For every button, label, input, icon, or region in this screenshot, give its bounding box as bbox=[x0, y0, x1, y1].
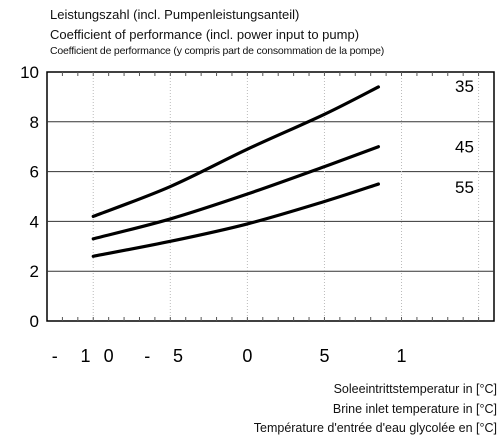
y-tick-label: 2 bbox=[30, 262, 39, 281]
series-line-35 bbox=[91, 85, 380, 219]
x-axis-label-en: Brine inlet temperature in [°C] bbox=[332, 402, 497, 416]
x-tick-label: - bbox=[144, 346, 150, 366]
x-tick-label: 0 bbox=[242, 346, 252, 366]
x-axis-label-de: Soleeintrittstemperatur in [°C] bbox=[333, 382, 497, 396]
x-tick-label: 1 bbox=[81, 346, 91, 366]
y-tick-label: 0 bbox=[30, 312, 39, 331]
series-line-55 bbox=[91, 182, 380, 258]
x-tick-label: 5 bbox=[173, 346, 183, 366]
y-tick-label: 4 bbox=[30, 212, 39, 231]
x-tick-label: 1 bbox=[397, 346, 407, 366]
plot-frame bbox=[46, 71, 495, 322]
x-tick-label: 5 bbox=[319, 346, 329, 366]
series-label-55: 55 bbox=[455, 178, 474, 197]
x-axis-label-fr: Température d'entrée d'eau glycolée en [… bbox=[253, 421, 497, 435]
header-line-de: Leistungszahl (incl. Pumpenleistungsante… bbox=[50, 7, 300, 22]
series-label-45: 45 bbox=[455, 138, 474, 157]
y-tick-label: 6 bbox=[30, 163, 39, 182]
x-tick-label: - bbox=[52, 346, 58, 366]
y-tick-label: 8 bbox=[30, 113, 39, 132]
series-label-35: 35 bbox=[455, 77, 474, 96]
series-line-45 bbox=[91, 145, 380, 241]
header-line-fr: Coefficient de performance (y compris pa… bbox=[50, 45, 385, 57]
x-tick-label: 0 bbox=[104, 346, 114, 366]
y-tick-label: 10 bbox=[20, 63, 39, 82]
header-line-en: Coefficient of performance (incl. power … bbox=[50, 27, 360, 42]
